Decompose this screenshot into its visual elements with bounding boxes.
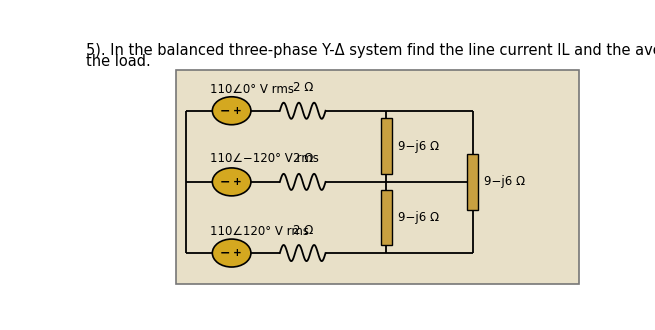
Text: 9−j6 Ω: 9−j6 Ω xyxy=(398,140,440,153)
Text: 5). In the balanced three-phase Y-Δ system find the line current IL and the aver: 5). In the balanced three-phase Y-Δ syst… xyxy=(86,44,655,58)
Text: 110∠0° V rms: 110∠0° V rms xyxy=(210,82,294,95)
Text: −: − xyxy=(219,176,230,188)
Ellipse shape xyxy=(212,168,251,196)
Text: 9−j6 Ω: 9−j6 Ω xyxy=(485,176,525,188)
Text: −: − xyxy=(219,104,230,117)
Text: +: + xyxy=(233,248,242,258)
Text: +: + xyxy=(233,177,242,187)
Text: 2 Ω: 2 Ω xyxy=(293,152,313,165)
Ellipse shape xyxy=(212,97,251,125)
Bar xyxy=(381,189,392,246)
Ellipse shape xyxy=(212,239,251,267)
Bar xyxy=(467,154,478,210)
Text: +: + xyxy=(233,106,242,116)
Text: 9−j6 Ω: 9−j6 Ω xyxy=(398,211,440,224)
Bar xyxy=(176,70,579,283)
Text: 2 Ω: 2 Ω xyxy=(293,223,313,237)
Text: −: − xyxy=(219,247,230,259)
Text: the load.: the load. xyxy=(86,53,151,69)
Text: 2 Ω: 2 Ω xyxy=(293,81,313,94)
Text: 110∠−120° V rms: 110∠−120° V rms xyxy=(210,152,319,165)
Text: 110∠120° V rms: 110∠120° V rms xyxy=(210,225,309,238)
Bar xyxy=(381,118,392,174)
